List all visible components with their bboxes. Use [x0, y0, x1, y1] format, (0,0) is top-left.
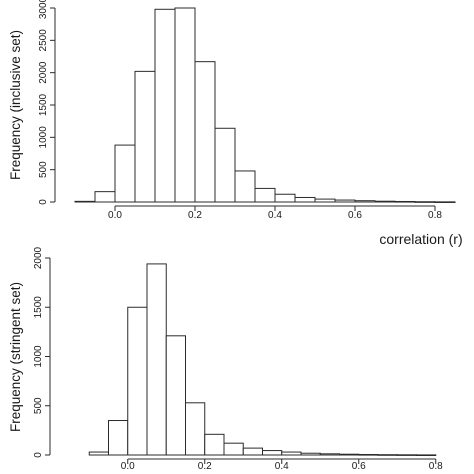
- histogram-bar: [223, 442, 244, 456]
- histogram-bar: [234, 170, 256, 203]
- histogram-bar: [88, 451, 109, 456]
- histogram-bar: [174, 7, 196, 203]
- histogram-bar: [134, 70, 156, 203]
- histogram-bar: [185, 402, 206, 456]
- y-tick-label: 500: [33, 397, 44, 414]
- histogram-bar: [334, 199, 356, 203]
- x-tick-label: 0.4: [268, 210, 282, 221]
- histogram-bar: [416, 454, 437, 456]
- histogram-bar: [262, 450, 283, 456]
- y-tick-label: 2000: [38, 61, 49, 84]
- y-tick-label: 0: [38, 199, 49, 205]
- x-tick-label: 0.0: [121, 461, 135, 472]
- histogram-bar: [354, 200, 376, 203]
- histogram-bar: [74, 200, 96, 203]
- x-tick-label: 0.8: [428, 210, 442, 221]
- y-tick-label: 1000: [33, 345, 44, 368]
- y-tick-label: 0: [33, 452, 44, 458]
- histogram-bar: [434, 201, 456, 203]
- histogram-bar: [146, 263, 167, 456]
- histogram-bar: [242, 447, 263, 456]
- histogram-bar: [319, 453, 340, 456]
- histogram-bar: [294, 196, 316, 203]
- histogram-bar: [339, 453, 360, 456]
- x-tick-label: 0.8: [429, 461, 443, 472]
- histogram-bar: [374, 200, 396, 203]
- y-tick-label: 2000: [33, 246, 44, 269]
- stringent-set-histogram: Frequency (stringent set) 0 500 1000 1500 20…: [8, 246, 443, 472]
- y-tick-label: 1500: [33, 296, 44, 319]
- histogram-bar: [204, 433, 225, 456]
- histogram-bar: [358, 454, 379, 456]
- histogram-bar: [314, 198, 336, 203]
- y-tick-label: 1500: [38, 93, 49, 116]
- y-axis-title-inclusive: Frequency (inclusive set): [8, 30, 23, 180]
- histogram-bar: [108, 420, 129, 456]
- histogram-bar: [414, 201, 436, 203]
- histogram-bar: [165, 335, 186, 456]
- x-tick-label: 0.0: [108, 210, 122, 221]
- x-tick-label: 0.2: [188, 210, 202, 221]
- x-tick-label: 0.6: [352, 461, 366, 472]
- histogram-bar: [274, 193, 296, 203]
- histogram-bar: [377, 454, 398, 456]
- histogram-bar: [300, 452, 321, 456]
- x-tick-label: 0.6: [348, 210, 362, 221]
- histogram-bar: [94, 191, 116, 203]
- histogram-bar: [394, 200, 416, 203]
- histogram-bar: [194, 61, 216, 203]
- x-tick-label: 0.2: [198, 461, 212, 472]
- histogram-bar: [127, 306, 148, 456]
- inclusive-set-histogram: Frequency (inclusive set) correlation (r…: [8, 0, 463, 247]
- y-axis-title-stringent: Frequency (stringent set): [8, 282, 23, 432]
- x-axis-title: correlation (r): [379, 231, 462, 247]
- histogram-bar: [281, 451, 302, 456]
- histogram-bar: [214, 127, 236, 203]
- y-tick-label: 3000: [38, 0, 49, 19]
- y-tick-label: 2500: [38, 29, 49, 52]
- y-tick-label: 1000: [38, 126, 49, 149]
- x-tick-label: 0.4: [275, 461, 289, 472]
- histogram-bar: [396, 454, 417, 456]
- y-tick-label: 500: [38, 161, 49, 178]
- histogram-bar: [114, 144, 136, 203]
- histogram-bar: [154, 8, 176, 203]
- histogram-bar: [254, 187, 276, 203]
